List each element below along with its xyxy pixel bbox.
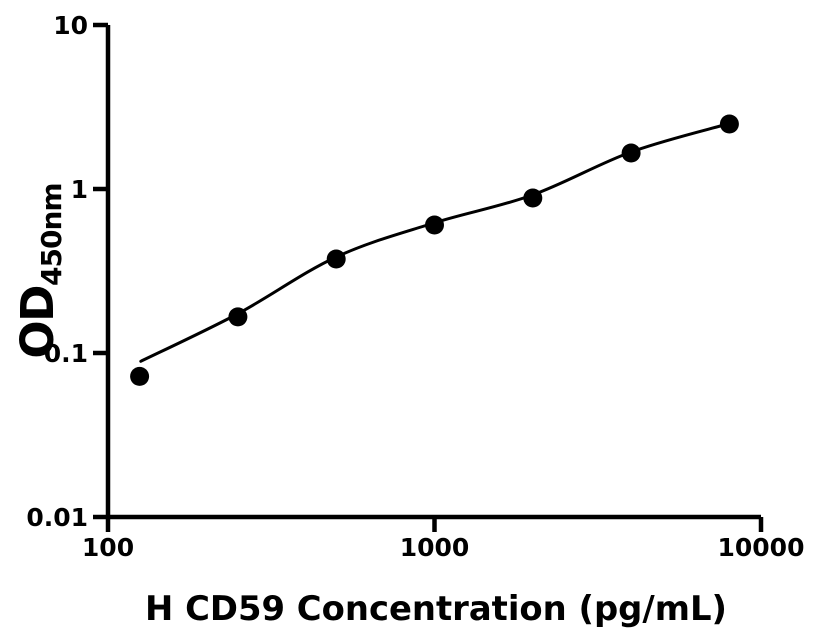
x-tick-label: 100 <box>82 533 134 562</box>
y-axis-title: OD450nm <box>11 183 68 358</box>
data-point <box>425 215 444 235</box>
fit-curve <box>139 122 730 363</box>
y-axis-title-main: OD <box>11 286 64 359</box>
data-point <box>523 188 543 208</box>
data-point <box>326 249 346 269</box>
data-point <box>228 307 248 327</box>
x-tick-label: 1000 <box>400 533 470 562</box>
y-tick-label: 0.1 <box>44 339 88 368</box>
x-axis-title: H CD59 Concentration (pg/mL) <box>145 589 727 629</box>
x-tick-label: 10000 <box>718 533 805 562</box>
data-point <box>130 366 150 386</box>
data-point <box>719 114 739 134</box>
y-tick-label: 1 <box>71 175 88 204</box>
data-point <box>621 143 641 163</box>
axis-frame <box>105 25 761 520</box>
y-axis-title-subscript: 450nm <box>35 183 68 286</box>
y-tick-label: 0.01 <box>26 503 88 532</box>
y-tick-label: 10 <box>53 11 88 40</box>
